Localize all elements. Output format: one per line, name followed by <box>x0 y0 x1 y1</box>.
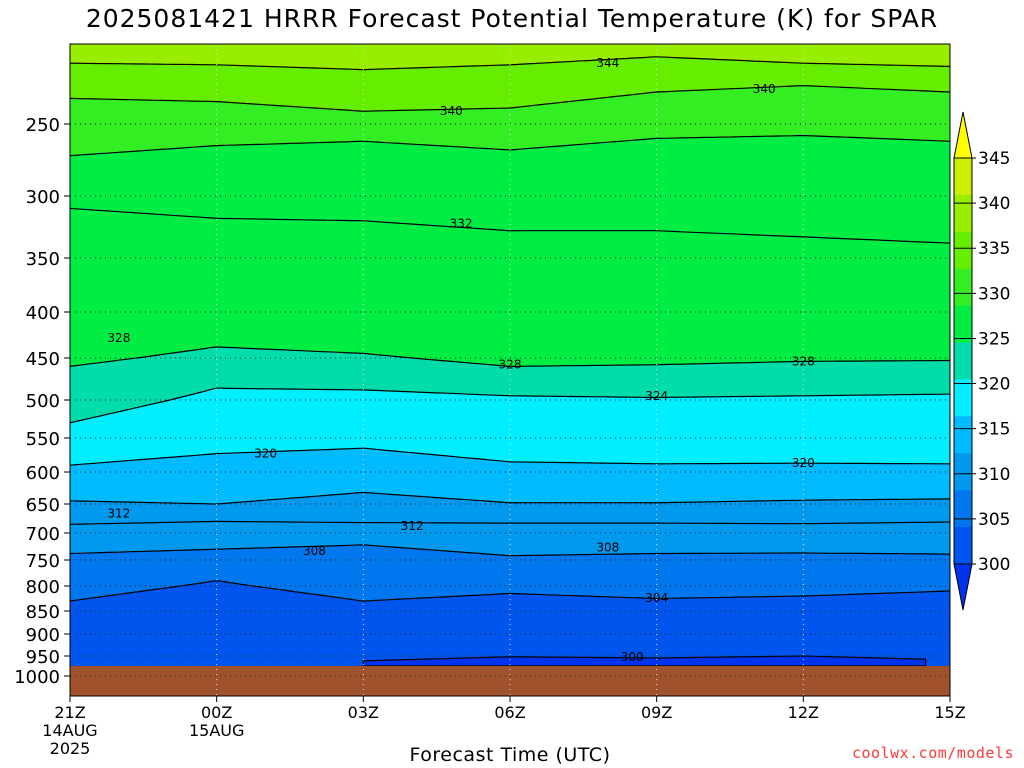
colorbar: 345 340 335 330 325 320 315 310 305 300 <box>953 111 1010 611</box>
grid-lines <box>70 44 950 696</box>
colorbar-arrow-top <box>953 111 973 159</box>
contour-label: 312 <box>107 506 130 520</box>
contour-320 <box>70 447 950 466</box>
x-tick-sublabel: 14AUG <box>42 721 97 740</box>
colorbar-segment <box>954 305 972 344</box>
y-tick-label: 750 <box>26 551 60 572</box>
colorbar-label: 340 <box>978 194 1010 214</box>
contour-300 <box>362 655 927 667</box>
colorbar-label: 315 <box>978 420 1010 440</box>
source-credit: coolwx.com/models <box>851 744 1014 762</box>
y-tick-label: 650 <box>26 495 60 516</box>
contour-label: 308 <box>596 541 619 555</box>
colorbar-segment <box>954 268 972 307</box>
contour-324 <box>70 387 950 424</box>
contour-label: 328 <box>499 358 522 372</box>
y-tick-label: 950 <box>26 647 60 668</box>
colorbar-label: 325 <box>978 329 1010 349</box>
colorbar-segment <box>954 416 972 454</box>
colorbar-segment <box>954 194 972 233</box>
y-tick-label: 500 <box>26 391 60 412</box>
y-tick-label: 300 <box>26 187 60 208</box>
colorbar-segment <box>954 231 972 270</box>
x-tick-label: 00Z <box>201 703 232 722</box>
contour-label: 324 <box>645 389 668 403</box>
colorbar-label: 335 <box>978 239 1010 259</box>
contour-labels: 344 340 340 332 328 328 328 324 320 320 312 312 308 3… <box>107 56 814 664</box>
band-fill-300 <box>363 655 926 666</box>
colorbar-label: 330 <box>978 284 1010 304</box>
colorbar-arrow-bottom <box>953 563 973 611</box>
y-tick-label: 700 <box>26 524 60 545</box>
contour-340 <box>70 84 950 112</box>
contour-label: 332 <box>450 216 473 230</box>
y-tick-label: 600 <box>26 463 60 484</box>
y-axis: 2503003504004505005506006507007508008509… <box>14 115 70 688</box>
contour-332 <box>70 207 950 244</box>
contour-label: 344 <box>596 56 619 70</box>
x-axis-title: Forecast Time (UTC) <box>409 744 611 766</box>
y-tick-label: 450 <box>26 349 60 370</box>
contour-304 <box>70 580 950 602</box>
contour-label: 308 <box>303 544 326 558</box>
colorbar-label: 300 <box>978 555 1010 575</box>
ground-layer <box>70 666 950 696</box>
contour-label: 304 <box>645 591 668 605</box>
colorbar-segment <box>954 158 972 196</box>
contour-label: 320 <box>792 456 815 470</box>
x-tick-label: 06Z <box>494 703 525 722</box>
y-tick-label: 350 <box>26 249 60 270</box>
x-tick-label: 03Z <box>348 703 379 722</box>
contour-312 <box>70 520 950 525</box>
x-tick-label: 15Z <box>934 703 965 722</box>
colorbar-segment <box>954 379 972 417</box>
contour-label: 328 <box>107 331 130 345</box>
y-tick-label: 900 <box>26 625 60 646</box>
contour-328 <box>70 346 950 368</box>
x-tick-sublabel: 15AUG <box>189 721 244 740</box>
y-tick-label: 800 <box>26 577 60 598</box>
y-tick-label: 850 <box>26 602 60 623</box>
colorbar-segment <box>954 527 972 565</box>
y-tick-label: 550 <box>26 429 60 450</box>
colorbar-segment <box>954 342 972 380</box>
contour-label: 320 <box>254 447 277 461</box>
y-tick-label: 250 <box>26 115 60 136</box>
colorbar-segment <box>954 490 972 528</box>
y-tick-label: 400 <box>26 303 60 324</box>
x-tick-label: 09Z <box>641 703 672 722</box>
contour-label: 300 <box>621 650 644 664</box>
colorbar-label: 305 <box>978 510 1010 530</box>
chart-title: 2025081421 HRRR Forecast Potential Tempe… <box>85 4 939 33</box>
contour-label: 340 <box>440 104 463 118</box>
contour-label: 328 <box>792 354 815 368</box>
x-tick-sublabel: 2025 <box>50 739 91 758</box>
colorbar-label: 310 <box>978 465 1010 485</box>
contour-label: 312 <box>401 519 424 533</box>
contour-label: 340 <box>753 82 776 96</box>
y-tick-label: 1000 <box>14 667 60 688</box>
x-tick-label: 12Z <box>788 703 819 722</box>
colorbar-label: 345 <box>978 149 1010 169</box>
colorbar-segment <box>954 453 972 491</box>
ground-fill <box>70 666 950 696</box>
colorbar-label: 320 <box>978 375 1010 395</box>
x-tick-label: 21Z <box>54 703 85 722</box>
